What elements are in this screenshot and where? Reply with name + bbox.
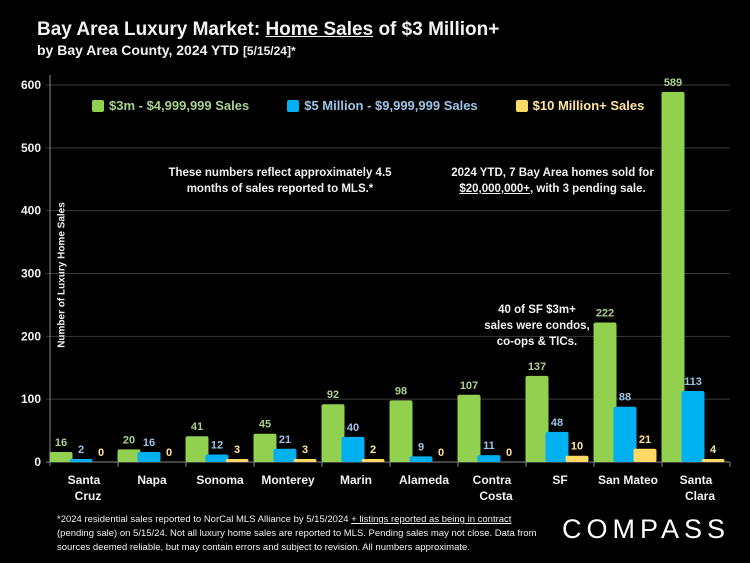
- data-label: 0: [438, 447, 444, 459]
- data-label: 3: [302, 444, 308, 456]
- legend-label: $5 Million - $9,999,999 Sales: [304, 98, 478, 113]
- annotation-ytd-note: 2024 YTD, 7 Bay Area homes sold for $20,…: [451, 167, 654, 195]
- data-label: 9: [418, 441, 424, 453]
- bar-10m-plus: [565, 455, 589, 462]
- data-label: 21: [279, 434, 291, 446]
- x-tick-label: Santa: [680, 473, 713, 487]
- bar-5m-10m: [205, 454, 229, 462]
- y-tick-label: 100: [21, 392, 41, 406]
- data-label: 41: [191, 421, 203, 433]
- data-label: 11: [483, 440, 495, 452]
- legend-item-10m-plus: $10 Million+ Sales: [515, 98, 645, 113]
- x-tick-label: Marin: [340, 473, 372, 487]
- chart-subtitle: by Bay Area County, 2024 YTD [5/15/24]*: [37, 42, 296, 58]
- x-tick-label: San Mateo: [598, 473, 658, 487]
- legend-swatch-yellow: [515, 99, 528, 112]
- data-label: 21: [639, 434, 651, 446]
- data-label: 107: [460, 380, 478, 392]
- bar-3m-5m: [525, 375, 549, 462]
- data-label: 88: [619, 392, 631, 404]
- data-label: 2: [78, 444, 84, 456]
- legend-label: $3m - $4,999,999 Sales: [109, 98, 250, 113]
- legend-item-3m-5m: $3m - $4,999,999 Sales: [92, 98, 249, 113]
- x-tick-label: Sonoma: [196, 473, 244, 487]
- bar-5m-10m: [409, 456, 433, 462]
- bar-3m-5m: [117, 449, 141, 462]
- y-tick-label: 500: [21, 141, 41, 155]
- bar-5m-10m: [69, 459, 93, 462]
- data-label: 16: [55, 437, 67, 449]
- data-label: 10: [571, 441, 583, 453]
- y-axis-label: Number of Luxury Home Sales: [56, 202, 68, 348]
- bar-3m-5m: [661, 91, 685, 462]
- data-label: 40: [347, 422, 359, 434]
- data-label: 137: [528, 361, 546, 373]
- bar-5m-10m: [341, 436, 365, 462]
- annotation-months-note: These numbers reflect approximately 4.5 …: [168, 167, 392, 195]
- data-label: 4: [710, 444, 717, 456]
- bar-5m-10m: [273, 448, 297, 462]
- data-label: 98: [395, 385, 407, 397]
- data-label: 16: [143, 437, 155, 449]
- compass-logo: COMPASS: [562, 514, 731, 544]
- data-label: 2: [370, 444, 376, 456]
- bar-3m-5m: [253, 433, 277, 462]
- data-label: 0: [506, 447, 512, 459]
- bar-10m-plus: [225, 459, 249, 462]
- bar-10m-plus: [701, 459, 725, 462]
- chart-title: Bay Area Luxury Market: Home Sales of $3…: [37, 19, 500, 40]
- bar-10m-plus: [361, 459, 385, 462]
- data-label: 12: [211, 439, 223, 451]
- x-tick-label: Costa: [479, 489, 513, 503]
- x-tick-label: Cruz: [75, 489, 102, 503]
- bar-5m-10m: [137, 451, 161, 462]
- y-tick-label: 600: [21, 78, 41, 92]
- y-tick-label: 200: [21, 329, 41, 343]
- bar-3m-5m: [321, 404, 345, 462]
- x-tick-label: Monterey: [261, 473, 315, 487]
- bar-10m-plus: [633, 448, 657, 462]
- data-label: 0: [166, 447, 172, 459]
- bar-10m-plus: [293, 459, 317, 462]
- bar-3m-5m: [457, 394, 481, 462]
- data-label: 113: [684, 376, 702, 388]
- data-label: 45: [259, 419, 271, 431]
- footnote: *2024 residential sales reported to NorC…: [57, 514, 537, 553]
- x-tick-label: Contra: [473, 473, 512, 487]
- data-label: 0: [98, 447, 104, 459]
- bar-5m-10m: [613, 406, 637, 462]
- legend-swatch-blue: [287, 99, 300, 112]
- y-tick-label: 0: [34, 455, 41, 469]
- bar-3m-5m: [389, 400, 413, 462]
- legend-swatch-green: [92, 99, 104, 112]
- bar-3m-5m: [593, 322, 617, 462]
- x-tick-label: Alameda: [399, 473, 449, 487]
- legend-label: $10 Million+ Sales: [532, 98, 645, 113]
- annotation-sf-note: 40 of SF $3m+ sales were condos, co-ops …: [484, 304, 590, 348]
- x-tick-label: Napa: [137, 473, 167, 487]
- bar-3m-5m: [49, 451, 73, 462]
- bar-5m-10m: [477, 455, 501, 462]
- bar-3m-5m: [185, 436, 209, 462]
- data-label: 92: [327, 389, 339, 401]
- data-label: 20: [123, 434, 135, 446]
- data-label: 3: [234, 444, 240, 456]
- x-tick-label: Clara: [685, 489, 715, 503]
- bar-5m-10m: [681, 390, 705, 462]
- y-tick-label: 300: [21, 267, 41, 281]
- x-tick-label: Santa: [68, 473, 101, 487]
- x-tick-label: SF: [552, 473, 567, 487]
- chart-legend: $3m - $4,999,999 Sales $5 Million - $9,9…: [92, 98, 682, 113]
- y-tick-label: 400: [21, 204, 41, 218]
- bar-5m-10m: [545, 431, 569, 462]
- data-label: 48: [551, 417, 563, 429]
- legend-item-5m-10m: $5 Million - $9,999,999 Sales: [287, 98, 478, 113]
- data-label: 222: [596, 308, 614, 320]
- data-label: 589: [664, 77, 682, 89]
